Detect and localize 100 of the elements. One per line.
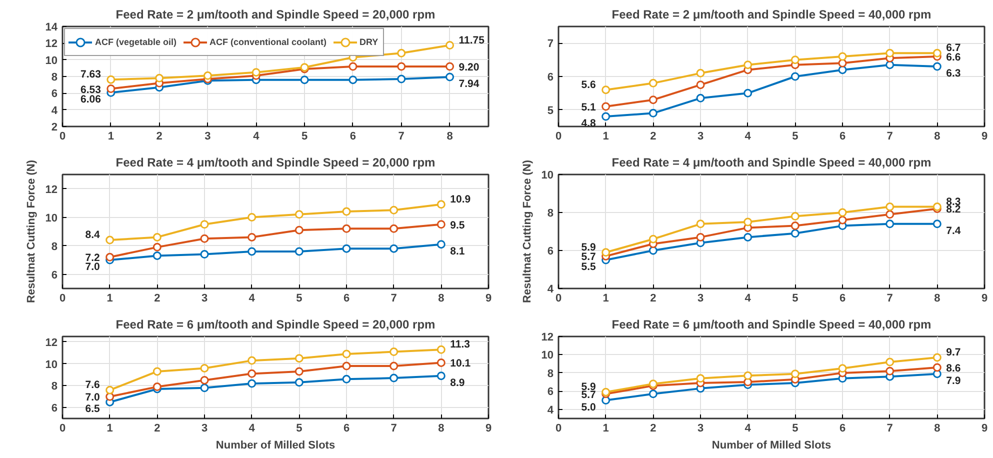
data-label: 8.1	[450, 245, 465, 258]
y-tick-label: 5	[547, 104, 554, 117]
x-tick-label: 9	[981, 422, 988, 434]
chart-title: Feed Rate = 4 μm/tooth and Spindle Speed = 20,000 rpm	[116, 156, 436, 170]
y-tick-label: 2	[51, 122, 58, 134]
x-tick-label: 5	[301, 130, 308, 142]
data-label: 6.53	[80, 84, 102, 96]
legend-label: ACF (vegetable oil)	[95, 37, 177, 47]
x-tick-label: 2	[650, 292, 656, 304]
y-tick-label: 12	[45, 336, 58, 349]
x-tick-label: 7	[886, 422, 893, 434]
x-tick-label: 3	[204, 130, 211, 142]
chart-title: Feed Rate = 4 μm/tooth and Spindle Speed = 40,000 rpm	[612, 156, 932, 170]
data-label: 6.06	[80, 94, 102, 106]
x-tick-label: 8	[446, 130, 453, 142]
data-label: 7.9	[946, 374, 961, 387]
y-axis-title: Resultnat Cutting Force (N)	[25, 160, 38, 303]
x-tick-label: 3	[201, 422, 208, 434]
data-label: 7.94	[458, 78, 480, 90]
x-tick-label: 0	[59, 130, 66, 142]
data-label: 5.0	[581, 401, 596, 414]
x-tick-label: 8	[934, 292, 940, 304]
chart-title: Feed Rate = 2 μm/tooth and Spindle Speed = 40,000 rpm	[612, 8, 932, 22]
x-tick-label: 0	[555, 130, 562, 142]
chart-title: Feed Rate = 6 μm/tooth and Spindle Speed = 40,000 rpm	[612, 318, 932, 332]
x-tick-label: 5	[792, 422, 798, 434]
x-tick-label: 7	[390, 292, 397, 304]
x-tick-label: 7	[886, 130, 893, 142]
y-tick-label: 12	[45, 38, 58, 50]
y-tick-label: 14	[45, 22, 58, 34]
x-tick-label: 9	[981, 130, 988, 142]
x-tick-label: 3	[697, 130, 704, 142]
y-tick-label: 10	[45, 212, 58, 224]
data-label: 5.6	[581, 78, 596, 91]
x-tick-label: 0	[59, 422, 66, 434]
y-tick-label: 10	[541, 170, 554, 182]
x-tick-label: 5	[792, 130, 798, 142]
y-tick-label: 12	[45, 184, 58, 196]
x-tick-label: 8	[934, 422, 940, 434]
x-tick-label: 2	[154, 422, 160, 434]
x-tick-label: 1	[602, 292, 609, 304]
x-tick-label: 5	[296, 422, 302, 434]
x-tick-label: 4	[248, 292, 256, 304]
legend-label: ACF (conventional coolant)	[210, 37, 327, 47]
x-tick-label: 2	[156, 130, 162, 142]
data-label: 6.6	[946, 52, 961, 64]
x-tick-label: 7	[390, 422, 397, 434]
y-tick-label: 6	[51, 269, 58, 282]
y-tick-label: 8	[547, 368, 554, 380]
y-tick-label: 6	[547, 72, 554, 84]
data-label: 5.1	[581, 102, 596, 114]
data-label: 7.63	[80, 68, 102, 81]
y-axis-title: Resultnat Cutting Force (N)	[521, 160, 534, 303]
x-tick-label: 2	[650, 130, 656, 142]
x-tick-label: 4	[253, 130, 260, 142]
x-tick-label: 6	[343, 422, 350, 434]
y-tick-label: 8	[51, 240, 58, 253]
y-tick-label: 8	[51, 380, 58, 393]
data-label: 9.20	[458, 62, 480, 74]
data-label: 9.7	[946, 346, 961, 358]
data-label: 11.3	[450, 338, 470, 351]
x-tick-label: 6	[343, 292, 350, 304]
x-tick-label: 0	[555, 292, 562, 304]
data-label: 8.4	[85, 229, 100, 242]
chart-title: Feed Rate = 2 μm/tooth and Spindle Speed = 20,000 rpm	[116, 8, 436, 22]
x-tick-label: 1	[108, 130, 114, 142]
data-label: 11.75	[458, 34, 485, 46]
chart-title: Feed Rate = 6 μm/tooth and Spindle Speed = 20,000 rpm	[116, 318, 436, 332]
x-tick-label: 9	[485, 422, 492, 434]
y-tick-label: 6	[547, 386, 554, 398]
data-label: 10.1	[450, 358, 471, 370]
x-axis-title: Number of Milled Slots	[216, 440, 336, 452]
data-label: 7.0	[85, 392, 100, 404]
x-tick-label: 2	[650, 422, 656, 434]
x-tick-label: 4	[248, 422, 256, 434]
y-tick-label: 7	[547, 38, 554, 50]
x-tick-label: 0	[555, 422, 562, 434]
data-label: 8.6	[946, 362, 961, 374]
y-tick-label: 8	[51, 72, 58, 84]
y-tick-label: 10	[45, 358, 58, 371]
x-tick-label: 3	[697, 292, 704, 304]
x-tick-label: 1	[602, 422, 609, 434]
y-tick-label: 10	[541, 350, 554, 362]
data-label: 7.4	[946, 224, 961, 237]
y-tick-label: 6	[51, 88, 58, 100]
x-tick-label: 8	[934, 130, 940, 142]
x-tick-label: 1	[602, 130, 609, 142]
x-tick-label: 9	[981, 292, 988, 304]
x-tick-label: 8	[438, 422, 444, 434]
x-axis-title: Number of Milled Slots	[712, 440, 832, 452]
x-tick-label: 4	[744, 130, 752, 142]
data-label: 6.5	[85, 403, 100, 416]
x-tick-label: 6	[350, 130, 356, 142]
data-label: 6.7	[946, 42, 961, 54]
x-tick-label: 3	[697, 422, 704, 434]
x-tick-label: 2	[154, 292, 160, 304]
x-tick-label: 6	[839, 130, 846, 142]
x-tick-label: 8	[438, 292, 444, 304]
x-tick-label: 5	[296, 292, 302, 304]
x-tick-label: 6	[839, 292, 846, 304]
